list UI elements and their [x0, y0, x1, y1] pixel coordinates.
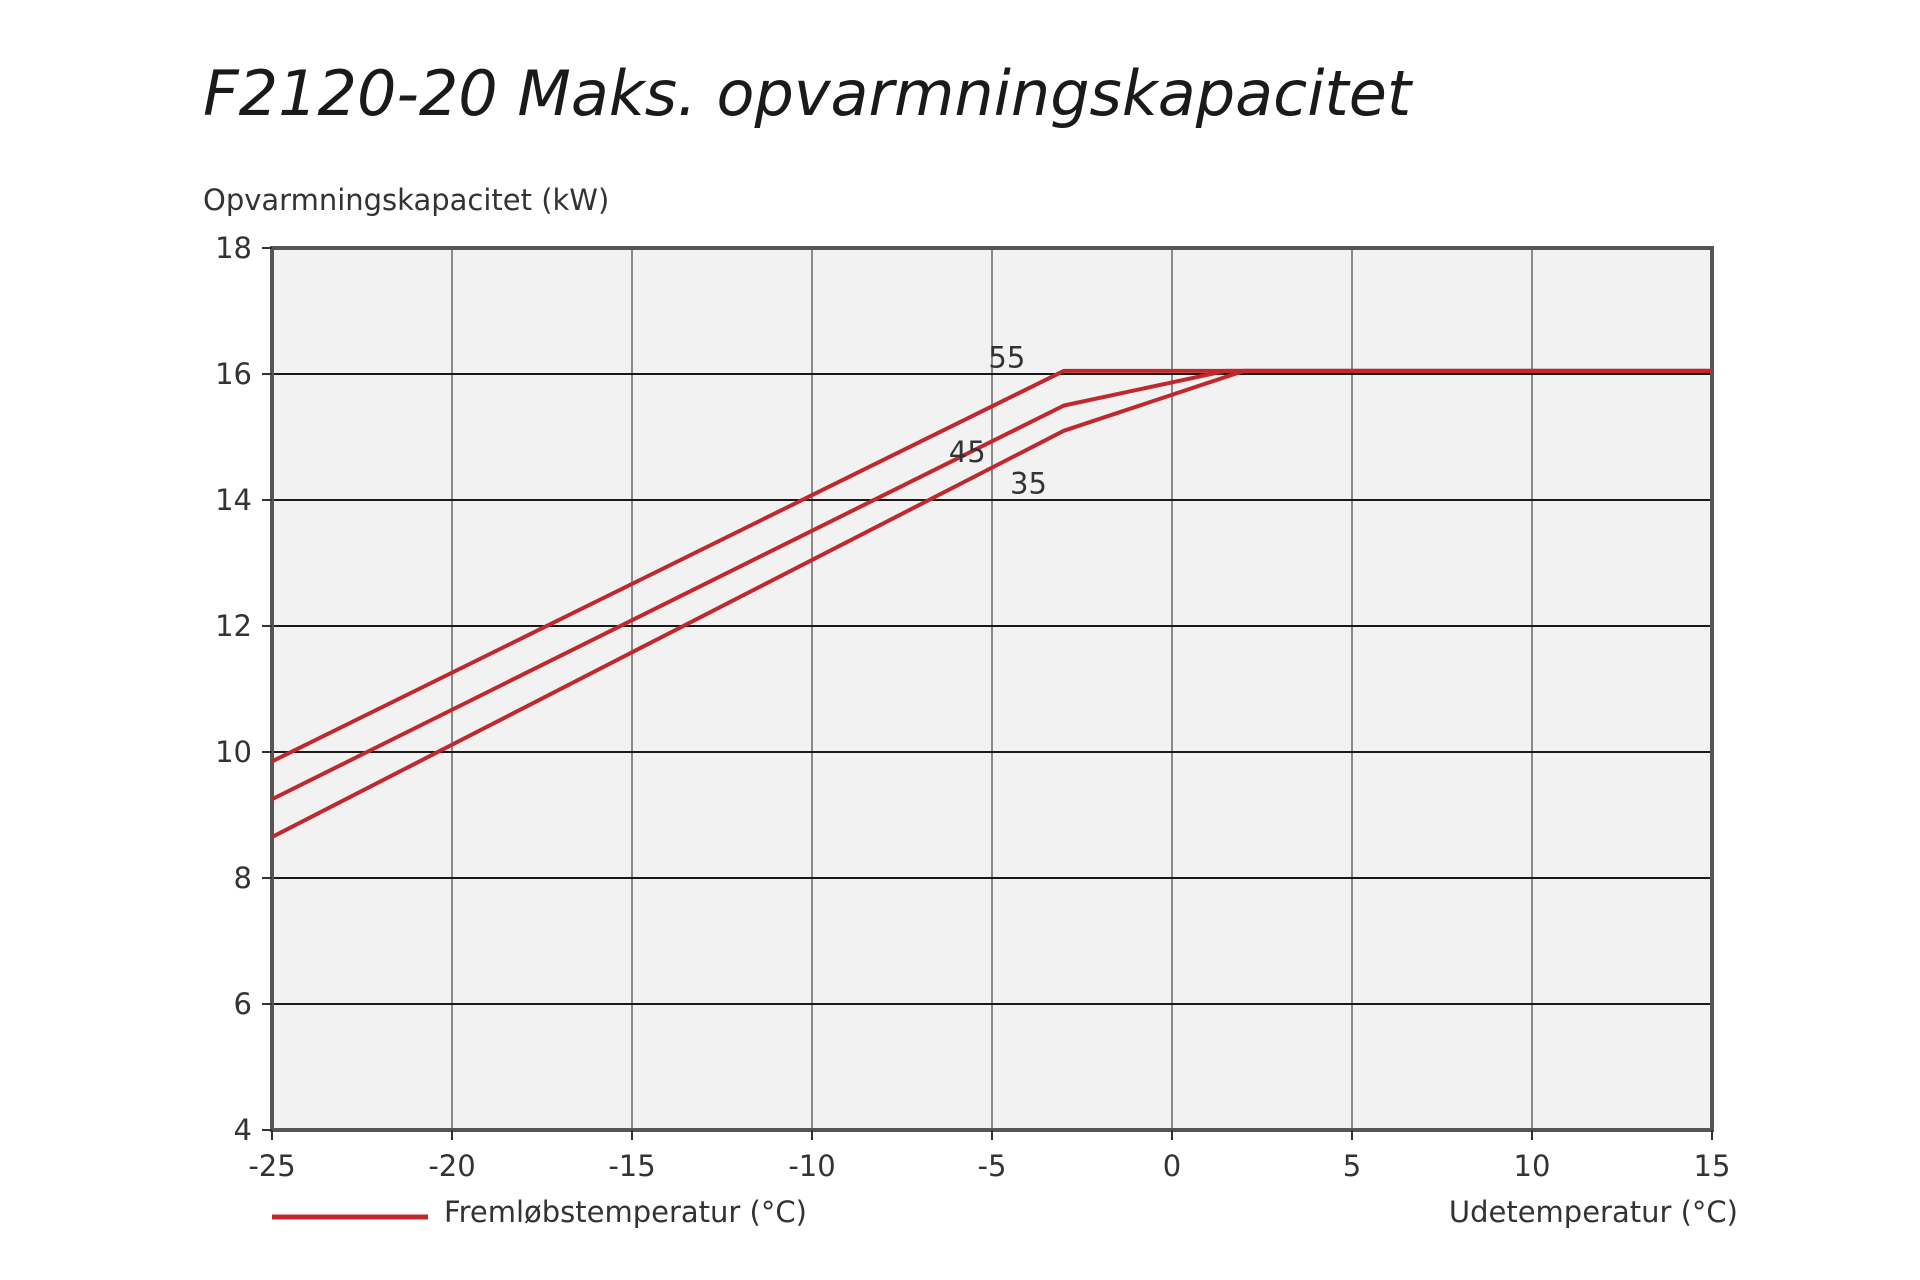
- x-tick-label: 0: [1163, 1149, 1181, 1183]
- y-tick-label: 10: [215, 735, 252, 769]
- x-tick-label: 10: [1514, 1149, 1551, 1183]
- y-tick-label: 6: [234, 987, 252, 1021]
- x-tick-label: -5: [978, 1149, 1007, 1183]
- x-tick-label: 15: [1694, 1149, 1731, 1183]
- y-tick-label: 12: [215, 609, 252, 643]
- x-tick-label: -25: [248, 1149, 295, 1183]
- x-tick-label: 5: [1343, 1149, 1361, 1183]
- x-tick-label: -20: [428, 1149, 475, 1183]
- series-label-35: 35: [1010, 467, 1047, 501]
- x-tick-label: -10: [788, 1149, 835, 1183]
- x-tick-label: -15: [608, 1149, 655, 1183]
- y-tick-label: 8: [234, 861, 252, 895]
- chart-title: F2120-20 Maks. opvarmningskapacitet: [203, 57, 1414, 130]
- y-axis-label: Opvarmningskapacitet (kW): [203, 183, 609, 217]
- series-labels: 55 45 35: [949, 341, 1047, 501]
- y-tick-label: 18: [215, 231, 252, 265]
- y-tick-label: 16: [215, 357, 252, 391]
- grid: [270, 246, 1714, 1132]
- series-label-45: 45: [949, 435, 986, 469]
- series-lines: [271, 368, 1712, 839]
- legend-label: Fremløbstemperatur (°C): [444, 1195, 807, 1229]
- axis-ticks: -25 -20 -15 -10 -5 0 5 10 15 4 6 8 10 12 14 16 18: [215, 231, 1730, 1183]
- y-tick-label: 4: [234, 1113, 252, 1147]
- x-axis-label: Udetemperatur (°C): [1449, 1195, 1738, 1229]
- series-label-55: 55: [988, 341, 1025, 375]
- series-line-35: [271, 368, 1712, 839]
- y-tick-label: 14: [215, 483, 252, 517]
